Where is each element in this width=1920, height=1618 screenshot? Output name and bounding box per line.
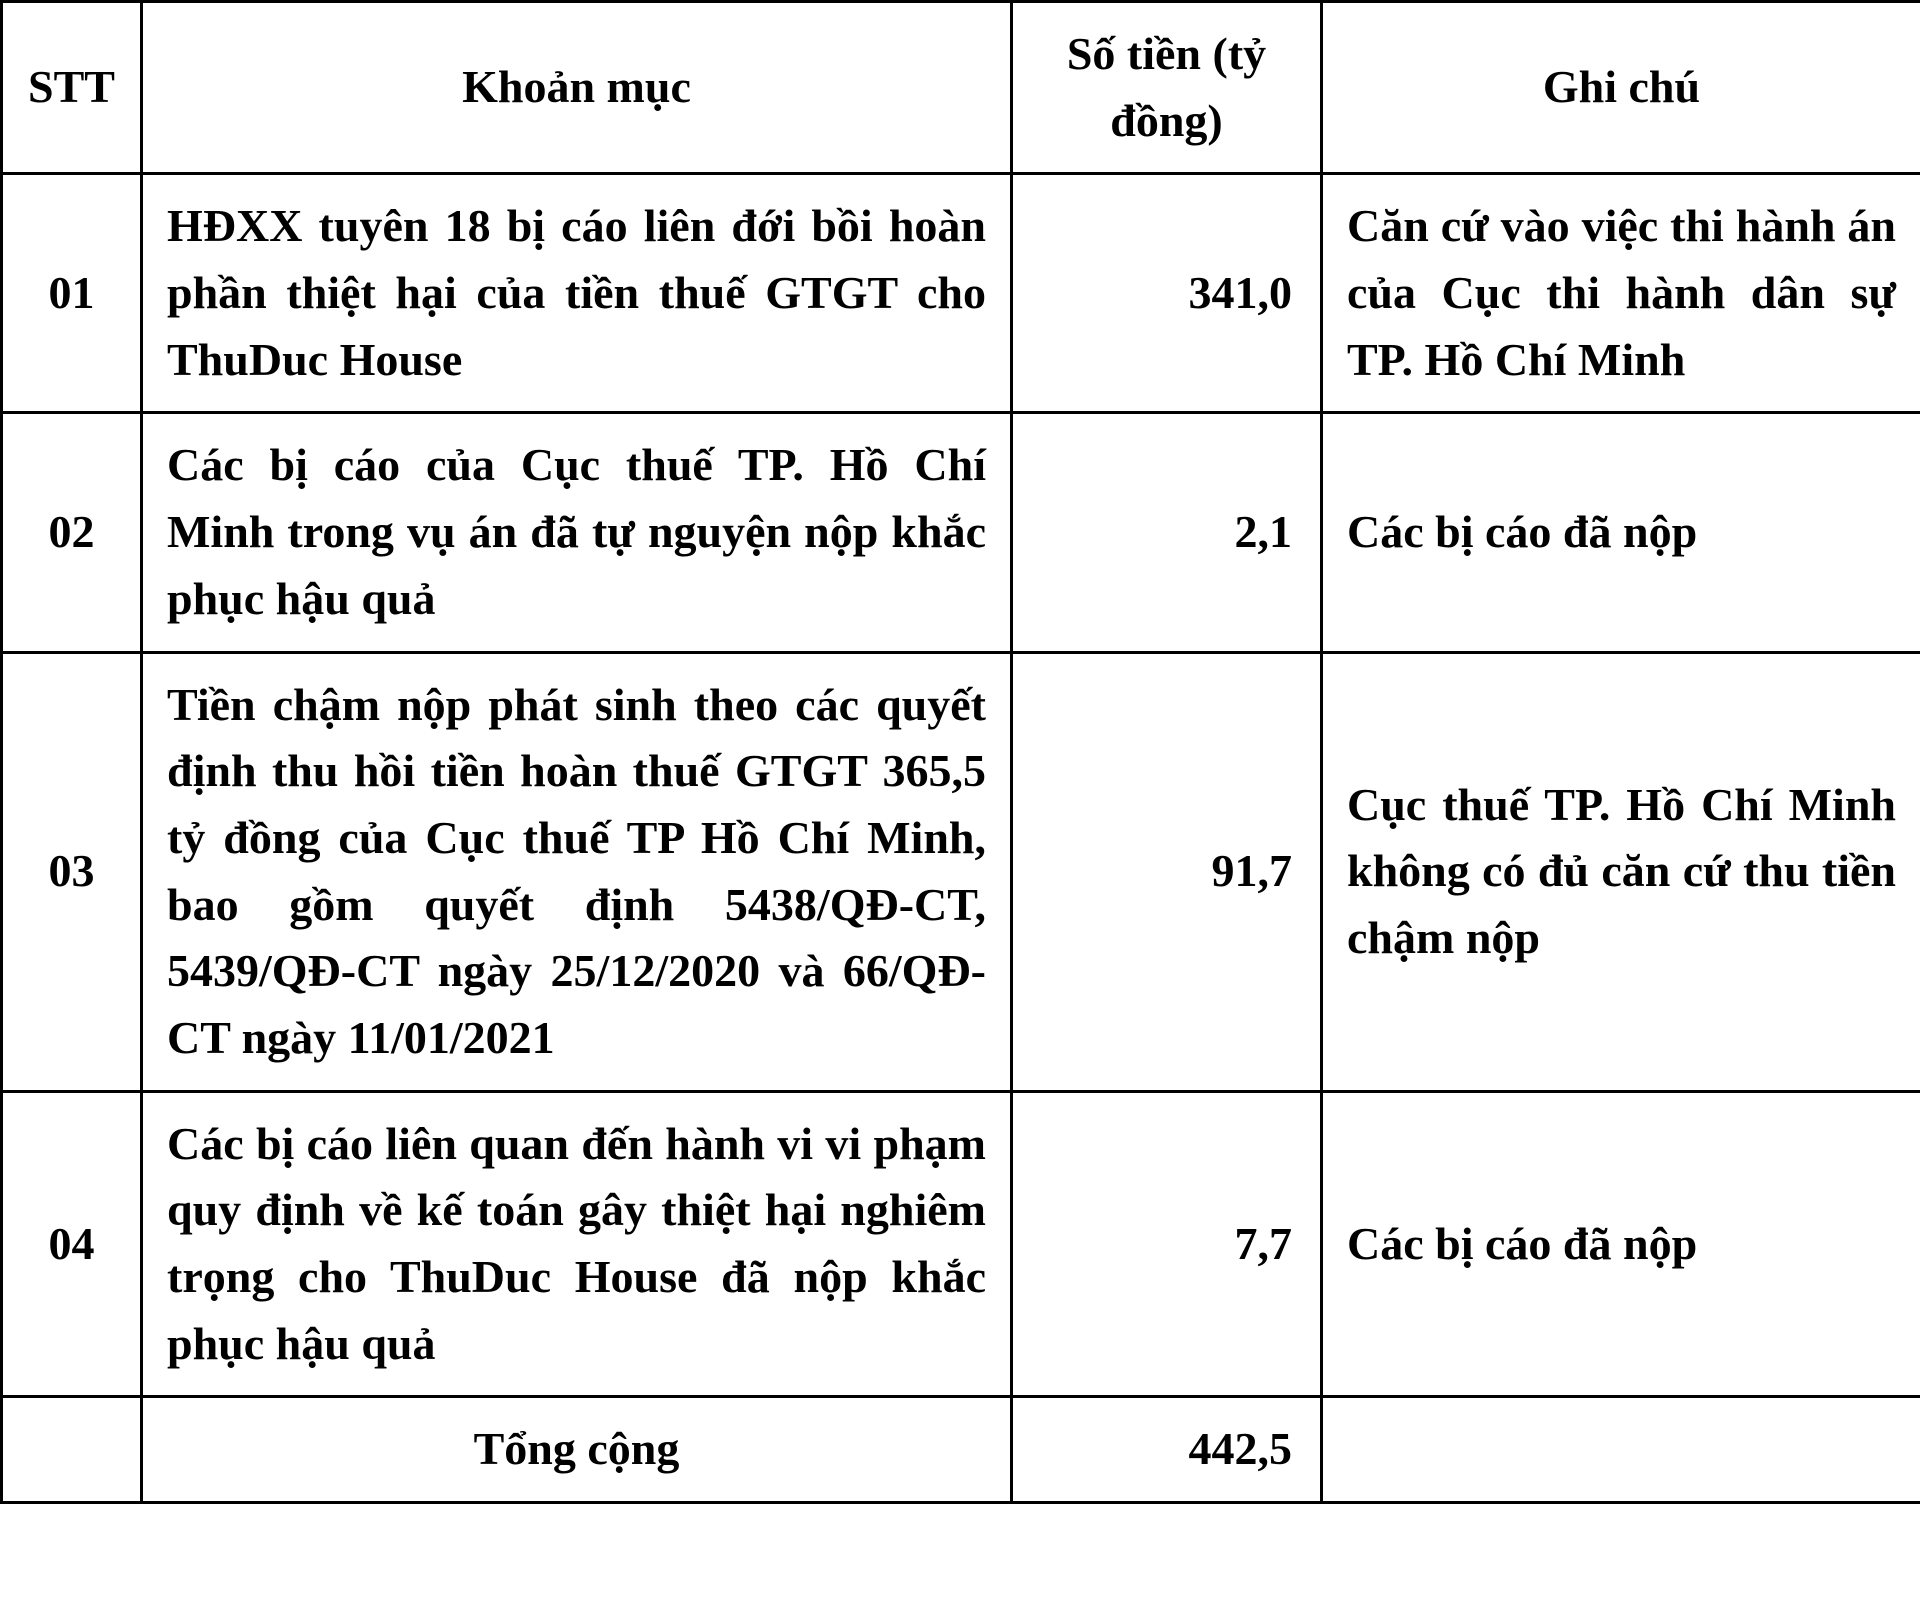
cell-note: Cục thuế TP. Hồ Chí Minh không có đủ căn… (1322, 652, 1920, 1091)
cell-note: Các bị cáo đã nộp (1322, 1091, 1920, 1397)
table-row: 01 HĐXX tuyên 18 bị cáo liên đới bồi hoà… (2, 174, 1920, 413)
cell-total-label: Tổng cộng (142, 1397, 1012, 1503)
table-total-row: Tổng cộng 442,5 (2, 1397, 1920, 1503)
cell-stt: 04 (2, 1091, 142, 1397)
table-row: 03 Tiền chậm nộp phát sinh theo các quyế… (2, 652, 1920, 1091)
cell-amt: 7,7 (1012, 1091, 1322, 1397)
cell-km: Tiền chậm nộp phát sinh theo các quyết đ… (142, 652, 1012, 1091)
col-header-amt: Số tiền (tỷ đồng) (1012, 2, 1322, 174)
col-header-note: Ghi chú (1322, 2, 1920, 174)
cell-total-amt: 442,5 (1012, 1397, 1322, 1503)
data-table: STT Khoản mục Số tiền (tỷ đồng) Ghi chú … (0, 0, 1920, 1504)
cell-stt-total (2, 1397, 142, 1503)
cell-km: Các bị cáo của Cục thuế TP. Hồ Chí Minh … (142, 413, 1012, 652)
cell-note-total (1322, 1397, 1920, 1503)
cell-amt: 91,7 (1012, 652, 1322, 1091)
cell-amt: 341,0 (1012, 174, 1322, 413)
table-header-row: STT Khoản mục Số tiền (tỷ đồng) Ghi chú (2, 2, 1920, 174)
cell-stt: 03 (2, 652, 142, 1091)
cell-note: Các bị cáo đã nộp (1322, 413, 1920, 652)
table-row: 04 Các bị cáo liên quan đến hành vi vi p… (2, 1091, 1920, 1397)
cell-km: HĐXX tuyên 18 bị cáo liên đới bồi hoàn p… (142, 174, 1012, 413)
col-header-km: Khoản mục (142, 2, 1012, 174)
cell-stt: 01 (2, 174, 142, 413)
cell-note: Căn cứ vào việc thi hành án của Cục thi … (1322, 174, 1920, 413)
cell-stt: 02 (2, 413, 142, 652)
cell-km: Các bị cáo liên quan đến hành vi vi phạm… (142, 1091, 1012, 1397)
cell-amt: 2,1 (1012, 413, 1322, 652)
col-header-stt: STT (2, 2, 142, 174)
table-row: 02 Các bị cáo của Cục thuế TP. Hồ Chí Mi… (2, 413, 1920, 652)
